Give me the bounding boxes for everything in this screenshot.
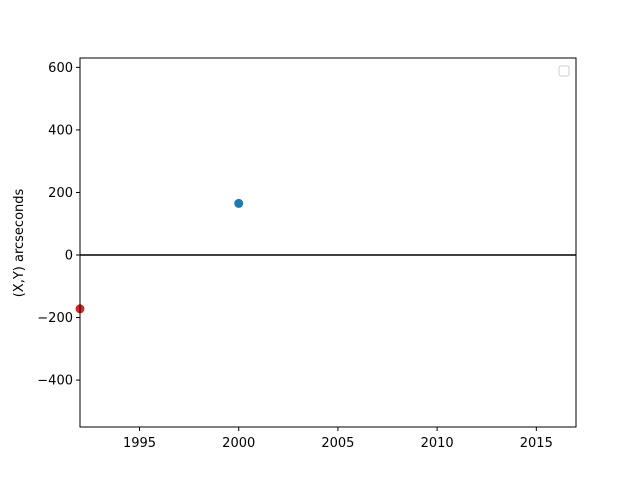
- data-point: [234, 198, 244, 208]
- y-tick-label: 200: [48, 186, 73, 201]
- x-tick-label: 2015: [520, 436, 553, 451]
- x-tick-label: 2005: [321, 436, 354, 451]
- x-tick-label: 2010: [421, 436, 454, 451]
- y-tick-label: 0: [65, 249, 73, 264]
- legend-box: [558, 65, 570, 77]
- plot-area: −400 −200 0 200 400 600 1995 2000 2005 2010 2015: [37, 57, 577, 451]
- x-tick-label: 1995: [123, 436, 156, 451]
- y-axis-label: (X,Y) arcseconds: [12, 188, 27, 297]
- x-tick-label: 2000: [222, 436, 255, 451]
- y-tick-label: 400: [48, 123, 73, 138]
- axes-frame: [79, 57, 577, 428]
- y-tick-label: −400: [37, 374, 73, 389]
- y-tick-label: 600: [48, 61, 73, 76]
- y-tick-label: −200: [37, 311, 73, 326]
